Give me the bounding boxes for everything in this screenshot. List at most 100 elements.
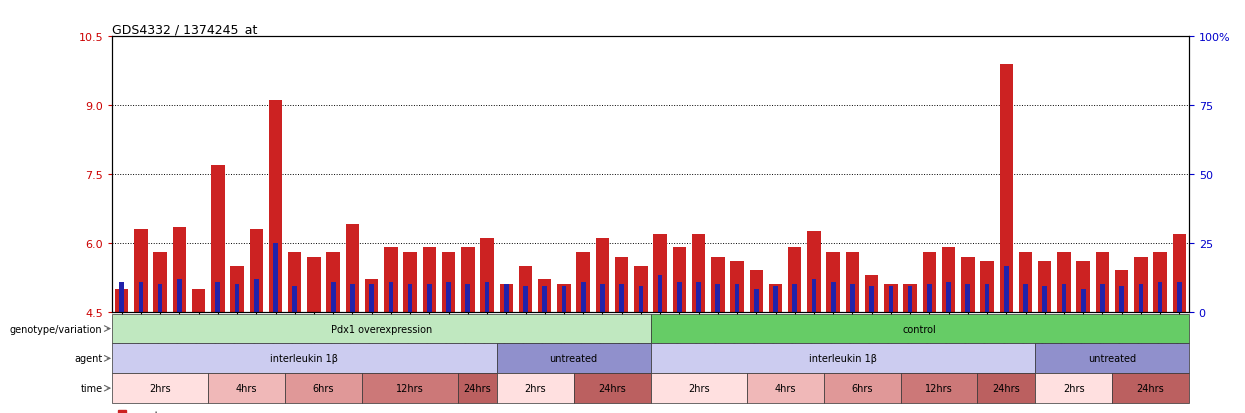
Legend: count, percentile rank within the sample: count, percentile rank within the sample [117,410,296,413]
Bar [1062,285,1066,312]
Bar [1023,285,1028,312]
Bar [1035,373,1112,403]
Bar [115,289,128,312]
Bar [538,280,552,312]
Bar [112,344,497,373]
Text: 24hrs: 24hrs [463,383,492,393]
Bar [158,285,163,312]
Bar [650,314,1189,344]
Bar [558,285,570,312]
Bar [731,261,743,312]
Bar [288,252,301,312]
Bar [285,373,362,403]
Bar [889,287,893,312]
Bar [215,282,220,312]
Bar [711,257,725,312]
Bar [365,280,378,312]
Bar [1057,252,1071,312]
Bar [619,285,624,312]
Bar [1077,261,1089,312]
Bar [192,289,205,312]
Bar [904,285,916,312]
Text: agent: agent [75,354,102,363]
Bar [650,344,1035,373]
Bar [773,287,778,312]
Bar [827,252,840,312]
Bar [499,285,513,312]
Bar [749,271,763,312]
Bar [677,282,682,312]
Text: control: control [903,324,936,334]
Bar [923,252,936,312]
Bar [326,252,340,312]
Bar [830,282,835,312]
Text: 4hrs: 4hrs [774,383,796,393]
Bar [581,282,585,312]
Bar [908,287,913,312]
Bar [812,280,817,312]
Bar [946,282,951,312]
Bar [845,252,859,312]
Bar [466,285,471,312]
Bar [408,285,412,312]
Bar [346,225,359,312]
Bar [576,252,590,312]
Bar [370,285,374,312]
Text: 2hrs: 2hrs [687,383,710,393]
Bar [650,373,747,403]
Bar [249,230,263,312]
Text: Pdx1 overexpression: Pdx1 overexpression [331,324,432,334]
Text: 24hrs: 24hrs [1137,383,1164,393]
Bar [446,282,451,312]
Bar [208,373,285,403]
Bar [735,285,740,312]
Bar [807,232,820,312]
Bar [1177,282,1182,312]
Bar [403,252,417,312]
Bar [1096,252,1109,312]
Bar [961,257,975,312]
Bar [1035,344,1189,373]
Bar [1153,252,1167,312]
Text: interleukin 1β: interleukin 1β [270,354,339,363]
Bar [269,101,283,312]
Bar [134,230,148,312]
Text: interleukin 1β: interleukin 1β [809,354,876,363]
Bar [1000,64,1013,312]
Bar [634,266,647,312]
Bar [595,239,609,312]
Text: 6hrs: 6hrs [852,383,873,393]
Bar [696,282,701,312]
Text: 2hrs: 2hrs [149,383,171,393]
Text: genotype/variation: genotype/variation [10,324,102,334]
Bar [385,248,397,312]
Text: 4hrs: 4hrs [235,383,258,393]
Bar [928,285,931,312]
Bar [254,280,259,312]
Text: untreated: untreated [1088,354,1137,363]
Bar [543,287,547,312]
Bar [942,248,955,312]
Bar [293,287,298,312]
Bar [481,239,494,312]
Bar [1158,282,1163,312]
Bar [639,287,644,312]
Bar [754,289,758,312]
Text: 2hrs: 2hrs [524,383,547,393]
Bar [865,275,879,312]
Text: untreated: untreated [549,354,598,363]
Bar [177,280,182,312]
Bar [273,243,278,312]
Bar [884,285,898,312]
Bar [792,285,797,312]
Bar [230,266,244,312]
Bar [965,285,970,312]
Bar [427,285,432,312]
Bar [1042,287,1047,312]
Bar [350,285,355,312]
Bar [1116,271,1128,312]
Bar [112,314,650,344]
Bar [985,285,990,312]
Bar [600,285,605,312]
Bar [504,285,509,312]
